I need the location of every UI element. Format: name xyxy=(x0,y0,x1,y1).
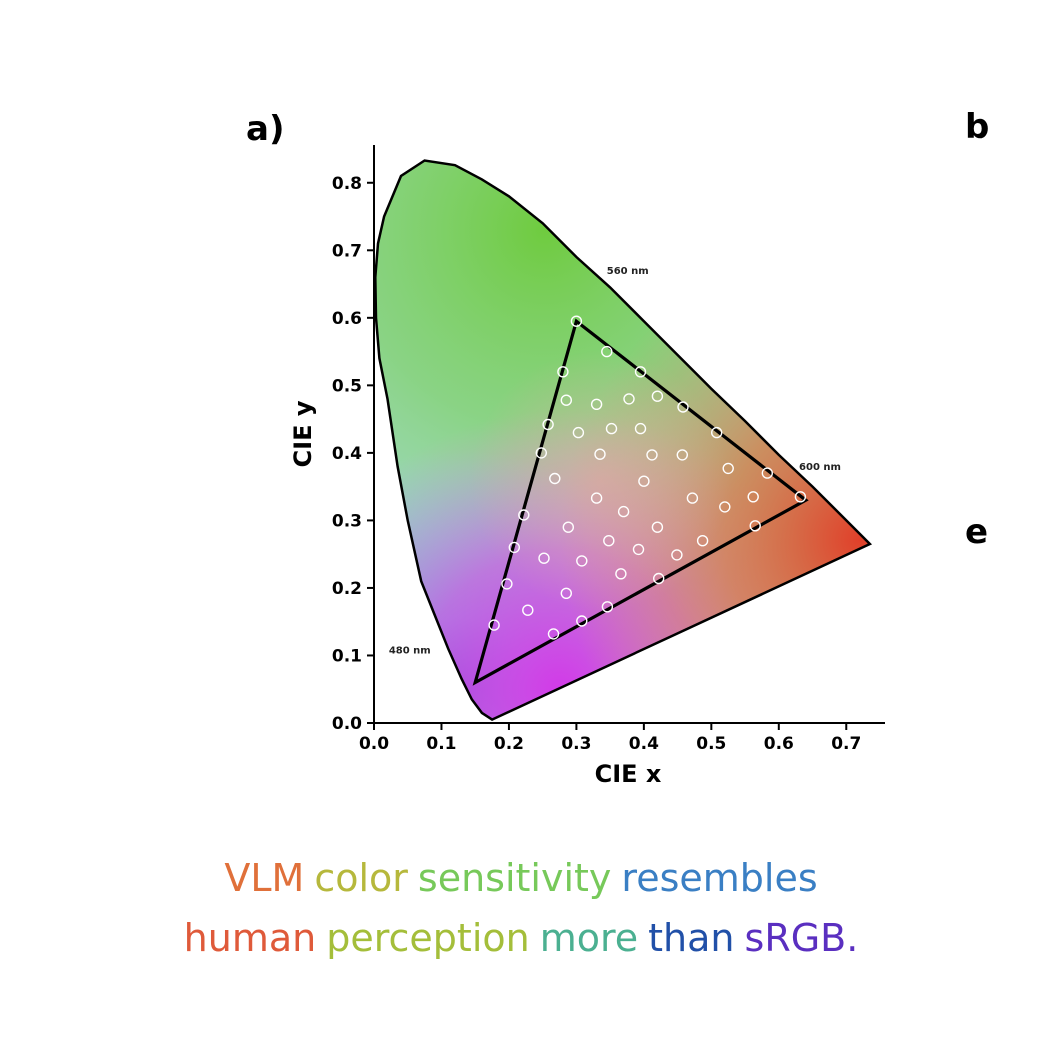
x-tick-label: 0.2 xyxy=(494,734,524,754)
caption-line-1: VLM color sensitivity resembles xyxy=(0,848,1042,908)
data-point xyxy=(794,491,807,503)
axes: 0.0 0.1 0.2 0.3 0.4 0.5 0.6 0.7 0.0 0.1 0.2 0.3 0.4… xyxy=(332,145,885,754)
srgb-gamut-triangle xyxy=(472,318,809,686)
x-tick-label: 0.1 xyxy=(426,734,456,754)
caption-word: VLM xyxy=(224,856,305,900)
chromaticity-fill xyxy=(375,160,870,720)
data-point xyxy=(508,541,520,554)
x-tick-label: 0.3 xyxy=(561,734,591,754)
y-tick-label: 0.2 xyxy=(332,579,362,599)
data-point xyxy=(576,555,588,567)
data-point xyxy=(535,447,547,459)
data-point xyxy=(518,509,530,521)
caption-word: sensitivity xyxy=(417,856,612,900)
wavelength-label: 600 nm xyxy=(799,462,841,473)
data-point xyxy=(711,426,723,439)
data-point xyxy=(676,449,688,461)
x-tick-label: 0.7 xyxy=(831,734,861,754)
data-point xyxy=(560,394,572,406)
data-point xyxy=(549,472,561,485)
data-point xyxy=(603,535,615,547)
data-point xyxy=(623,393,635,405)
data-point xyxy=(590,398,603,410)
y-tick-label: 0.6 xyxy=(332,309,362,329)
data-point xyxy=(601,601,614,613)
caption-word: sRGB. xyxy=(744,916,859,960)
panel-label-a: a) xyxy=(246,109,284,149)
y-axis-title: CIE y xyxy=(289,400,317,467)
caption-line-2: human perception more than sRGB. xyxy=(0,908,1042,968)
data-point xyxy=(761,467,773,479)
data-point xyxy=(747,491,759,503)
x-tick-label: 0.5 xyxy=(696,734,726,754)
data-point xyxy=(722,462,734,475)
x-tick-label: 0.6 xyxy=(764,734,794,754)
caption-word: resembles xyxy=(621,856,818,900)
data-point xyxy=(605,422,618,435)
data-point xyxy=(749,520,761,532)
data-point xyxy=(522,604,534,616)
caption-word: human xyxy=(183,916,317,960)
data-point xyxy=(542,418,554,431)
spectral-locus xyxy=(374,159,873,722)
data-point xyxy=(677,401,689,413)
data-point xyxy=(686,492,699,504)
data-point xyxy=(576,615,588,627)
y-tick-label: 0.4 xyxy=(332,444,362,464)
y-tick-label: 0.3 xyxy=(332,511,362,531)
data-point xyxy=(538,552,550,564)
x-ticks: 0.0 0.1 0.2 0.3 0.4 0.5 0.6 0.7 xyxy=(359,723,861,754)
data-point xyxy=(719,501,731,513)
data-point xyxy=(653,572,665,585)
data-point xyxy=(651,521,664,533)
y-tick-label: 0.1 xyxy=(332,646,362,666)
data-point xyxy=(501,578,513,590)
y-tick-label: 0.0 xyxy=(332,714,362,734)
caption-word: than xyxy=(648,916,735,960)
y-tick-label: 0.5 xyxy=(332,376,362,396)
y-tick-label: 0.8 xyxy=(332,174,362,194)
data-point xyxy=(562,521,574,533)
data-point xyxy=(615,568,627,580)
sample-points xyxy=(488,315,807,640)
data-point xyxy=(570,315,583,327)
data-point xyxy=(557,366,569,378)
data-point xyxy=(594,448,606,460)
panel-label-e-partial: e xyxy=(965,512,988,552)
data-point xyxy=(696,535,709,547)
wavelength-label: 560 nm xyxy=(607,266,649,277)
caption-word: color xyxy=(314,856,408,900)
cie-plot: 0.0 0.1 0.2 0.3 0.4 0.5 0.6 0.7 0.0 0.1 0.2 0.3 0.4… xyxy=(289,145,885,788)
x-tick-label: 0.0 xyxy=(359,734,389,754)
y-ticks: 0.0 0.1 0.2 0.3 0.4 0.5 0.6 0.7 0.8 xyxy=(332,174,374,734)
x-tick-label: 0.4 xyxy=(629,734,659,754)
data-point xyxy=(601,345,613,358)
wavelength-labels: 560 nm 600 nm 480 nm xyxy=(389,266,841,657)
wavelength-label: 480 nm xyxy=(389,645,431,656)
data-point xyxy=(634,422,647,435)
data-point xyxy=(632,543,645,556)
data-point xyxy=(547,628,560,640)
data-point xyxy=(671,549,683,561)
caption: VLM color sensitivity resembles human percep… xyxy=(0,848,1042,968)
data-point xyxy=(638,475,650,487)
data-point xyxy=(651,390,664,402)
caption-word: more xyxy=(539,916,639,960)
y-tick-label: 0.7 xyxy=(332,241,362,261)
caption-word: perception xyxy=(326,916,530,960)
data-point xyxy=(646,449,658,461)
data-point xyxy=(572,426,585,439)
data-point xyxy=(617,505,630,518)
data-point xyxy=(560,587,572,599)
data-point xyxy=(634,366,647,378)
panel-label-b-partial: b xyxy=(965,107,989,147)
data-point xyxy=(590,492,603,504)
x-axis-title: CIE x xyxy=(595,760,662,788)
data-point xyxy=(488,619,500,631)
